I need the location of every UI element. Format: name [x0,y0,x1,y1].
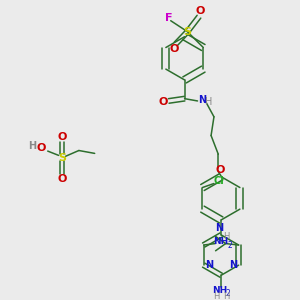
Text: O: O [159,97,168,106]
Text: N: N [230,260,238,270]
Text: N: N [215,223,223,233]
Text: H: H [224,232,230,241]
Text: O: O [57,132,67,142]
Text: O: O [170,44,179,54]
Text: F: F [165,14,172,23]
Text: N: N [198,95,206,105]
Text: H: H [28,141,36,151]
Text: Cl: Cl [214,176,224,186]
Text: H: H [205,98,212,107]
Text: S: S [58,153,66,163]
Text: S: S [183,27,191,37]
Text: N: N [205,260,213,270]
Text: H: H [213,292,219,300]
Text: O: O [36,142,46,153]
Text: O: O [57,174,67,184]
Text: NH: NH [213,237,229,246]
Text: NH: NH [212,286,227,295]
Text: 2: 2 [226,289,231,298]
Text: O: O [196,7,205,16]
Text: 2: 2 [227,242,232,250]
Text: O: O [215,165,224,175]
Text: H: H [223,292,230,300]
